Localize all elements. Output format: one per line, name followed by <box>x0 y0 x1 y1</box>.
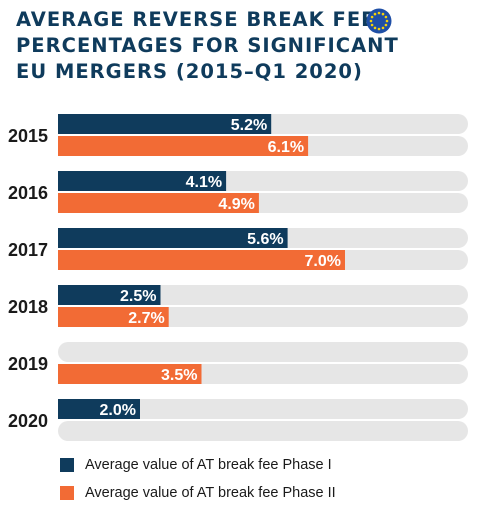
data-label-2020-phase-1: 2.0% <box>100 402 136 419</box>
legend-swatch-phase-2 <box>60 486 74 500</box>
title-line-3: EU MERGERS (2015–Q1 2020) <box>16 60 363 83</box>
data-label-2018-phase-2: 2.7% <box>128 310 164 327</box>
flag-star <box>370 15 374 19</box>
bar-2017-phase-1 <box>58 228 288 248</box>
bar-2018-phase-2 <box>58 307 169 327</box>
flag-star <box>384 15 388 19</box>
data-label-2017-phase-1: 5.6% <box>247 231 283 248</box>
flag-star <box>385 19 389 23</box>
flag-star <box>373 12 377 16</box>
title-line-1: AVERAGE REVERSE BREAK FEE <box>16 8 376 31</box>
flag-star <box>384 23 388 27</box>
flag-star <box>381 26 385 30</box>
bar-2016-phase-2 <box>58 193 259 213</box>
data-label-2015-phase-2: 6.1% <box>268 139 304 156</box>
flag-star <box>377 11 381 15</box>
bar-chart: 5.2%6.1% 2015 4.1% 4.9% 2016 5.6% 7.0% 2017 2.5%… <box>8 114 468 441</box>
data-label-2015-phase-1: 5.2% <box>231 117 267 134</box>
data-label-2016-phase-1: 4.1% <box>186 174 222 191</box>
data-label-2019-phase-2: 3.5% <box>161 367 197 384</box>
flag-star <box>381 12 385 16</box>
category-label-2016: 2016 <box>8 183 48 203</box>
category-label-2018: 2018 <box>8 297 48 317</box>
bar-track <box>58 421 468 441</box>
category-label-2019: 2019 <box>8 354 48 374</box>
bar-2020-phase-1 <box>58 399 140 419</box>
category-label-2015: 2015 <box>8 126 48 146</box>
flag-star <box>377 27 381 31</box>
bar-2017-phase-2 <box>58 250 345 270</box>
bar-2016-phase-1 <box>58 171 227 191</box>
bar-2015-phase-2 <box>58 136 309 156</box>
legend-label-phase-1: Average value of AT break fee Phase I <box>85 457 332 473</box>
flag-star <box>369 19 373 23</box>
bar-2019-phase-2 <box>58 364 202 384</box>
bar-2015-phase-1 <box>58 114 272 134</box>
flag-star <box>373 26 377 30</box>
chart-title: AVERAGE REVERSE BREAK FEE PERCENTAGES FO… <box>16 7 399 85</box>
eu-flag-icon <box>366 8 392 34</box>
bar-track <box>58 342 468 362</box>
category-label-2017: 2017 <box>8 240 48 260</box>
legend-item-phase-2: Average value of AT break fee Phase II <box>60 484 480 504</box>
bar-2018-phase-1 <box>58 285 161 305</box>
legend-item-phase-1: Average value of AT break fee Phase I <box>60 456 480 476</box>
data-label-2018-phase-1: 2.5% <box>120 288 156 305</box>
flag-star <box>370 23 374 27</box>
category-label-2020: 2020 <box>8 411 48 431</box>
title-line-2: PERCENTAGES FOR SIGNIFICANT <box>16 34 399 57</box>
data-label-2017-phase-2: 7.0% <box>305 253 341 270</box>
data-label-2016-phase-2: 4.9% <box>218 196 254 213</box>
legend-swatch-phase-1 <box>60 458 74 472</box>
bar-track <box>58 399 468 419</box>
legend-label-phase-2: Average value of AT break fee Phase II <box>85 485 336 501</box>
